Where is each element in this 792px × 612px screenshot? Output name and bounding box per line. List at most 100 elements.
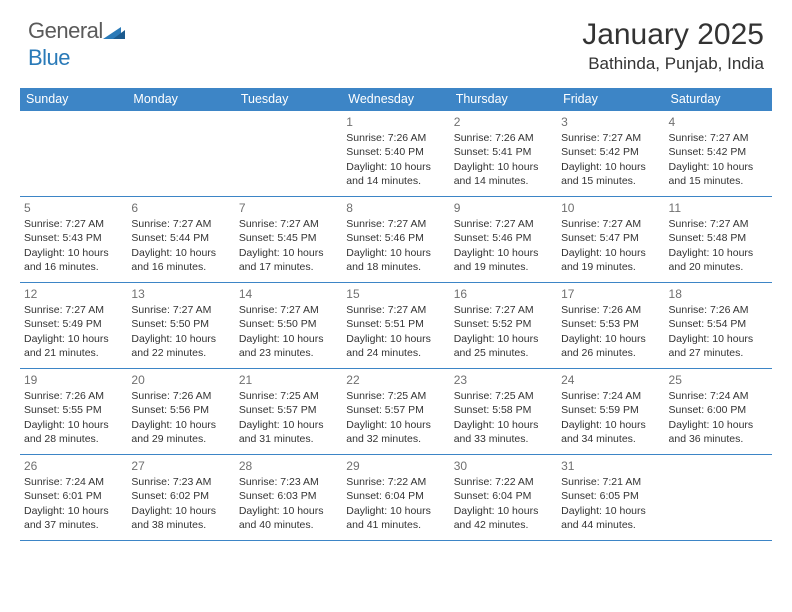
calendar-row: 12Sunrise: 7:27 AMSunset: 5:49 PMDayligh… [20, 283, 772, 369]
daylight-text: Daylight: 10 hours and 26 minutes. [561, 332, 660, 360]
daylight-text: Daylight: 10 hours and 14 minutes. [346, 160, 445, 188]
calendar-cell: 7Sunrise: 7:27 AMSunset: 5:45 PMDaylight… [235, 197, 342, 283]
daylight-text: Daylight: 10 hours and 19 minutes. [454, 246, 553, 274]
calendar-cell: 18Sunrise: 7:26 AMSunset: 5:54 PMDayligh… [665, 283, 772, 369]
calendar-cell: 4Sunrise: 7:27 AMSunset: 5:42 PMDaylight… [665, 111, 772, 197]
sunset-text: Sunset: 6:05 PM [561, 489, 660, 503]
daylight-text: Daylight: 10 hours and 24 minutes. [346, 332, 445, 360]
calendar-cell: 16Sunrise: 7:27 AMSunset: 5:52 PMDayligh… [450, 283, 557, 369]
daylight-text: Daylight: 10 hours and 16 minutes. [24, 246, 123, 274]
day-number: 9 [454, 200, 553, 216]
day-header-row: Sunday Monday Tuesday Wednesday Thursday… [20, 88, 772, 111]
calendar-cell: 9Sunrise: 7:27 AMSunset: 5:46 PMDaylight… [450, 197, 557, 283]
sunrise-text: Sunrise: 7:26 AM [346, 131, 445, 145]
sunset-text: Sunset: 5:46 PM [346, 231, 445, 245]
calendar-cell: 17Sunrise: 7:26 AMSunset: 5:53 PMDayligh… [557, 283, 664, 369]
sunrise-text: Sunrise: 7:27 AM [454, 217, 553, 231]
daylight-text: Daylight: 10 hours and 22 minutes. [131, 332, 230, 360]
calendar-row: 5Sunrise: 7:27 AMSunset: 5:43 PMDaylight… [20, 197, 772, 283]
day-number: 22 [346, 372, 445, 388]
sunset-text: Sunset: 5:44 PM [131, 231, 230, 245]
calendar-cell: 30Sunrise: 7:22 AMSunset: 6:04 PMDayligh… [450, 455, 557, 541]
sunset-text: Sunset: 6:04 PM [346, 489, 445, 503]
day-number: 26 [24, 458, 123, 474]
page-title: January 2025 [582, 18, 764, 52]
calendar-cell: 14Sunrise: 7:27 AMSunset: 5:50 PMDayligh… [235, 283, 342, 369]
calendar-cell: 3Sunrise: 7:27 AMSunset: 5:42 PMDaylight… [557, 111, 664, 197]
location: Bathinda, Punjab, India [582, 54, 764, 74]
calendar-cell: 21Sunrise: 7:25 AMSunset: 5:57 PMDayligh… [235, 369, 342, 455]
sunset-text: Sunset: 5:47 PM [561, 231, 660, 245]
title-block: January 2025 Bathinda, Punjab, India [582, 18, 764, 74]
sunset-text: Sunset: 5:57 PM [346, 403, 445, 417]
daylight-text: Daylight: 10 hours and 20 minutes. [669, 246, 768, 274]
daylight-text: Daylight: 10 hours and 36 minutes. [669, 418, 768, 446]
day-number: 24 [561, 372, 660, 388]
calendar-cell: 23Sunrise: 7:25 AMSunset: 5:58 PMDayligh… [450, 369, 557, 455]
daylight-text: Daylight: 10 hours and 15 minutes. [669, 160, 768, 188]
day-header: Saturday [665, 88, 772, 111]
sunset-text: Sunset: 6:04 PM [454, 489, 553, 503]
sunset-text: Sunset: 6:01 PM [24, 489, 123, 503]
day-number: 2 [454, 114, 553, 130]
calendar-cell: 8Sunrise: 7:27 AMSunset: 5:46 PMDaylight… [342, 197, 449, 283]
daylight-text: Daylight: 10 hours and 40 minutes. [239, 504, 338, 532]
daylight-text: Daylight: 10 hours and 28 minutes. [24, 418, 123, 446]
sunrise-text: Sunrise: 7:27 AM [669, 131, 768, 145]
sunrise-text: Sunrise: 7:27 AM [131, 303, 230, 317]
calendar-cell: 5Sunrise: 7:27 AMSunset: 5:43 PMDaylight… [20, 197, 127, 283]
sunrise-text: Sunrise: 7:27 AM [669, 217, 768, 231]
day-number: 14 [239, 286, 338, 302]
sunset-text: Sunset: 5:49 PM [24, 317, 123, 331]
daylight-text: Daylight: 10 hours and 14 minutes. [454, 160, 553, 188]
sunset-text: Sunset: 5:42 PM [561, 145, 660, 159]
sunrise-text: Sunrise: 7:27 AM [24, 217, 123, 231]
daylight-text: Daylight: 10 hours and 38 minutes. [131, 504, 230, 532]
calendar-cell [20, 111, 127, 197]
calendar-cell: 31Sunrise: 7:21 AMSunset: 6:05 PMDayligh… [557, 455, 664, 541]
daylight-text: Daylight: 10 hours and 18 minutes. [346, 246, 445, 274]
daylight-text: Daylight: 10 hours and 21 minutes. [24, 332, 123, 360]
sunrise-text: Sunrise: 7:23 AM [131, 475, 230, 489]
sunrise-text: Sunrise: 7:26 AM [454, 131, 553, 145]
sunset-text: Sunset: 5:45 PM [239, 231, 338, 245]
calendar-cell: 26Sunrise: 7:24 AMSunset: 6:01 PMDayligh… [20, 455, 127, 541]
day-number: 5 [24, 200, 123, 216]
calendar-cell: 1Sunrise: 7:26 AMSunset: 5:40 PMDaylight… [342, 111, 449, 197]
sunset-text: Sunset: 6:00 PM [669, 403, 768, 417]
daylight-text: Daylight: 10 hours and 16 minutes. [131, 246, 230, 274]
day-number: 1 [346, 114, 445, 130]
sunrise-text: Sunrise: 7:27 AM [561, 217, 660, 231]
sunrise-text: Sunrise: 7:26 AM [131, 389, 230, 403]
day-header: Friday [557, 88, 664, 111]
day-number: 16 [454, 286, 553, 302]
day-number: 6 [131, 200, 230, 216]
daylight-text: Daylight: 10 hours and 31 minutes. [239, 418, 338, 446]
sunset-text: Sunset: 5:40 PM [346, 145, 445, 159]
sunrise-text: Sunrise: 7:24 AM [24, 475, 123, 489]
calendar-cell: 19Sunrise: 7:26 AMSunset: 5:55 PMDayligh… [20, 369, 127, 455]
day-number: 30 [454, 458, 553, 474]
sunrise-text: Sunrise: 7:25 AM [346, 389, 445, 403]
sunrise-text: Sunrise: 7:24 AM [669, 389, 768, 403]
calendar-cell: 2Sunrise: 7:26 AMSunset: 5:41 PMDaylight… [450, 111, 557, 197]
daylight-text: Daylight: 10 hours and 15 minutes. [561, 160, 660, 188]
daylight-text: Daylight: 10 hours and 34 minutes. [561, 418, 660, 446]
daylight-text: Daylight: 10 hours and 41 minutes. [346, 504, 445, 532]
sunset-text: Sunset: 5:55 PM [24, 403, 123, 417]
calendar-cell: 12Sunrise: 7:27 AMSunset: 5:49 PMDayligh… [20, 283, 127, 369]
sunrise-text: Sunrise: 7:25 AM [454, 389, 553, 403]
day-number: 19 [24, 372, 123, 388]
sunrise-text: Sunrise: 7:24 AM [561, 389, 660, 403]
sunset-text: Sunset: 5:51 PM [346, 317, 445, 331]
sunset-text: Sunset: 5:52 PM [454, 317, 553, 331]
day-header: Sunday [20, 88, 127, 111]
daylight-text: Daylight: 10 hours and 25 minutes. [454, 332, 553, 360]
sunset-text: Sunset: 5:43 PM [24, 231, 123, 245]
calendar-row: 26Sunrise: 7:24 AMSunset: 6:01 PM Dayligh… [20, 455, 772, 541]
day-number: 23 [454, 372, 553, 388]
calendar-cell: 11Sunrise: 7:27 AMSunset: 5:48 PMDayligh… [665, 197, 772, 283]
triangle-icon [103, 19, 125, 45]
sunset-text: Sunset: 5:56 PM [131, 403, 230, 417]
daylight-text: Daylight: 10 hours and 17 minutes. [239, 246, 338, 274]
